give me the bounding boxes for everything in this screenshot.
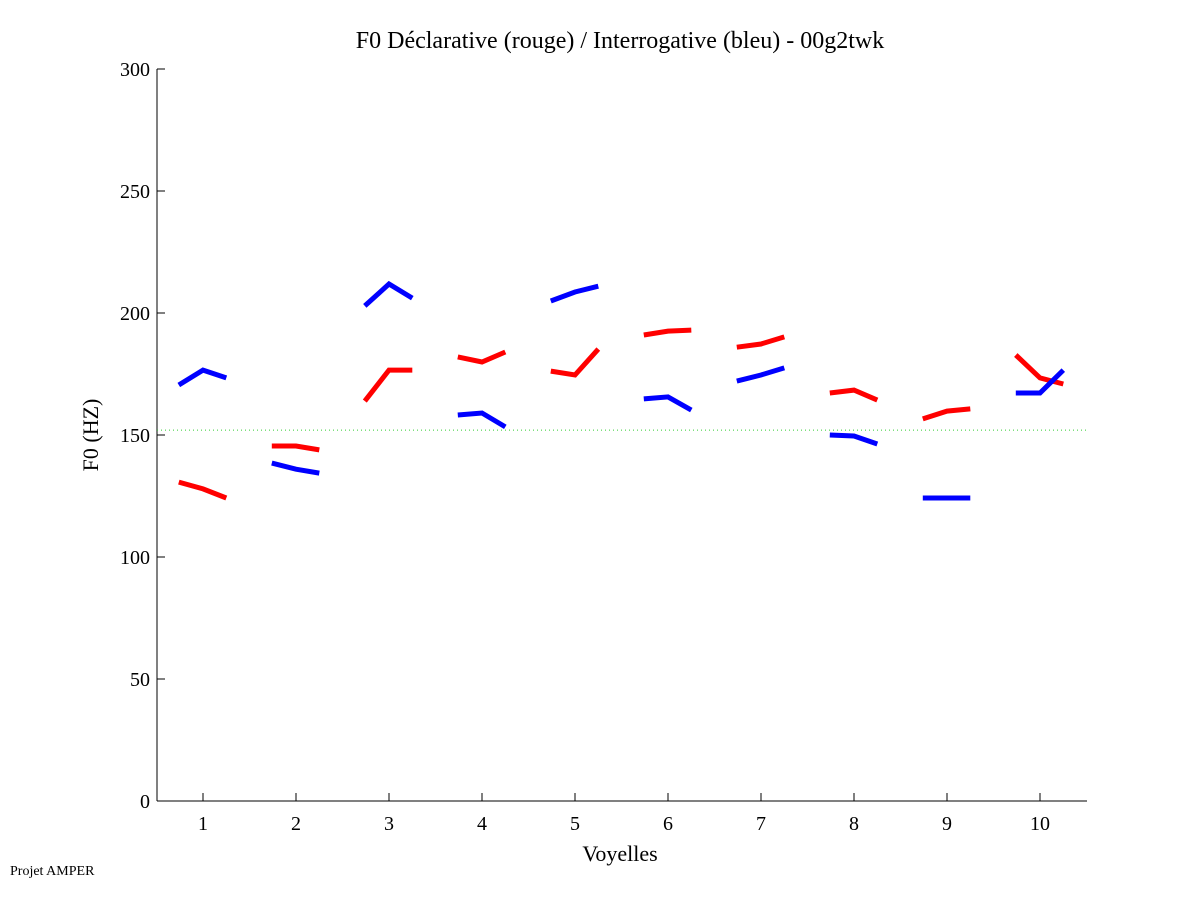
y-tick-label: 100 [120,547,150,569]
footer-credit: Projet AMPER [10,864,95,879]
declarative-segment-6 [643,327,692,338]
declarative-segment-2 [271,443,320,453]
interrogative-segment-7 [736,365,786,384]
interrogative-segment-1 [177,367,228,388]
declarative-segment-10 [1014,353,1064,387]
x-tick-label: 6 [663,813,673,835]
x-tick-label: 7 [756,813,766,835]
interrogative-segment-6 [643,394,693,413]
interrogative-segment-4 [457,410,507,430]
interrogative-segment-10 [1015,368,1066,396]
x-tick-label: 3 [384,813,394,835]
y-tick-label: 50 [130,669,150,691]
y-axis-label: F0 (HZ) [78,399,103,472]
interrogative-segment-2 [271,460,320,476]
x-tick-label: 1 [198,813,208,835]
y-tick-label: 150 [120,425,150,447]
declarative-segment-4 [457,349,507,365]
declarative-segment-9 [922,406,971,422]
chart-title: F0 Déclarative (rouge) / Interrogative (… [356,28,884,54]
declarative-segment-8 [829,387,879,403]
interrogative-segment-5 [549,283,599,304]
declarative-segment-5 [550,347,601,378]
x-tick-label: 4 [477,813,487,835]
x-tick-label: 9 [942,813,952,835]
x-tick-label: 8 [849,813,859,835]
x-tick-label: 5 [570,813,580,835]
x-tick-label: 2 [291,813,301,835]
declarative-segment-7 [736,334,786,350]
y-tick-label: 0 [140,791,150,813]
x-axis-label: Voyelles [582,841,657,866]
declarative-segment-1 [178,479,228,501]
interrogative-segment-3 [363,280,414,308]
interrogative-segment-8 [829,432,879,447]
y-tick-label: 200 [120,303,150,325]
y-tick-label: 300 [120,59,150,81]
y-tick-label: 250 [120,181,150,203]
x-tick-label: 10 [1030,813,1050,835]
declarative-segment-3 [362,367,413,403]
